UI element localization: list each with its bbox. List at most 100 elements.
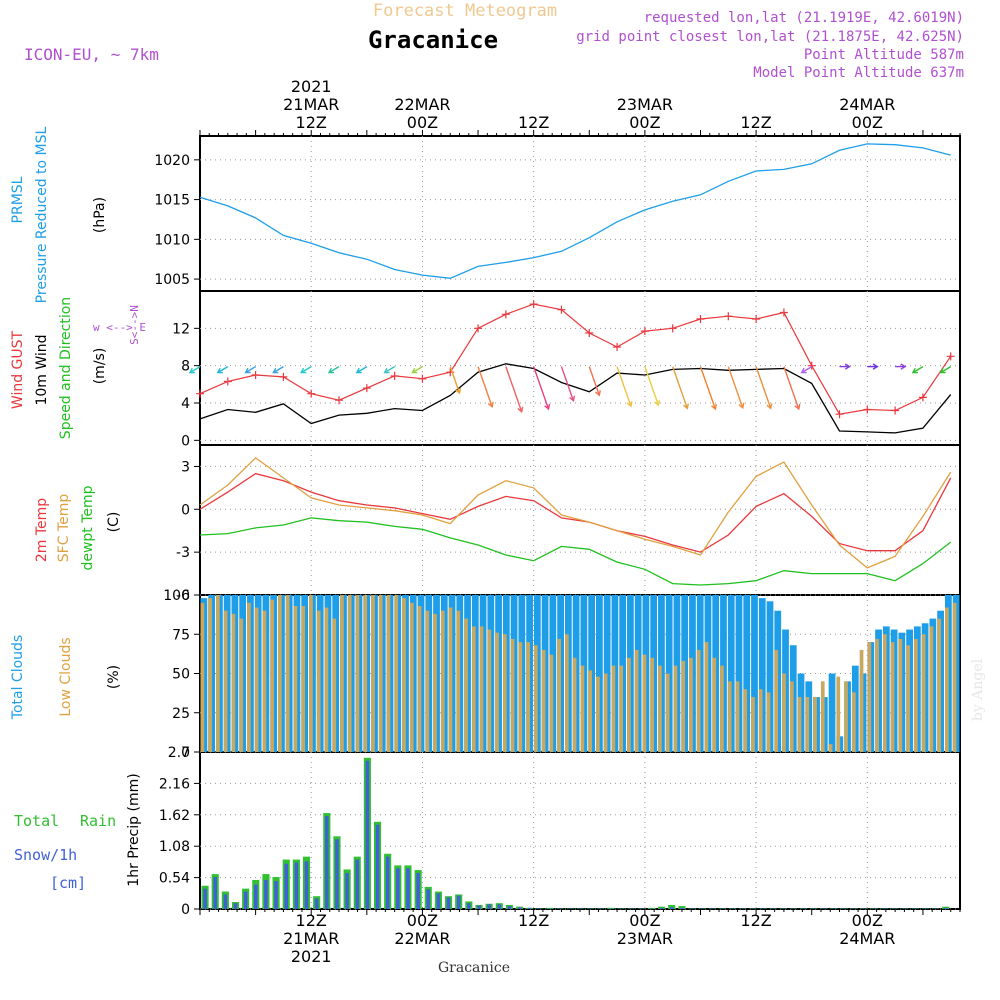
snow-bar: [325, 815, 329, 909]
compass-sn: S<-->N: [128, 305, 141, 345]
pressure-unit: (hPa): [92, 197, 108, 233]
panel-frame-4: [199, 751, 961, 910]
gust-marker: [279, 372, 288, 381]
low-cloud-bar: [727, 681, 732, 752]
gust-marker: [863, 405, 872, 414]
gust-marker: [307, 389, 316, 398]
snow-bar: [416, 872, 420, 909]
time-label-top: 00Z: [407, 113, 438, 132]
low-cloud-bar: [952, 602, 957, 752]
gust-marker: [390, 371, 399, 380]
low-clouds-label: Low Clouds: [58, 637, 74, 716]
ytick-label: 1015: [154, 193, 190, 209]
low-cloud-bar: [254, 607, 259, 752]
dewpt-line: [199, 517, 952, 586]
low-cloud-bar: [324, 607, 329, 752]
t2m-line: [199, 472, 952, 553]
gust-marker: [613, 343, 622, 351]
snow-bar: [771, 908, 775, 909]
snow-bar: [456, 895, 461, 909]
snow-bar: [700, 908, 704, 909]
snow-bar: [822, 908, 826, 909]
wind-arrow-head: [569, 395, 576, 402]
wind-arrow-head: [383, 367, 390, 374]
snow-bar: [294, 862, 299, 909]
tsfc-line: [199, 457, 952, 569]
gust-marker: [640, 327, 649, 336]
gust-marker: [501, 310, 510, 319]
snow-bar: [426, 889, 431, 909]
low-cloud-bar: [487, 629, 492, 752]
low-cloud-bar: [898, 638, 903, 752]
snow-unit-label: [cm]: [50, 874, 86, 892]
low-cloud-bar: [456, 610, 461, 752]
model-label: ICON-EU, ~ 7km: [24, 45, 159, 64]
snow-bar: [842, 908, 846, 909]
gust-marker: [918, 393, 927, 402]
footer-location: Gracanice: [438, 960, 510, 976]
low-cloud-bar: [533, 645, 538, 752]
ytick-label: -6: [176, 588, 190, 604]
wind-arrow: [328, 365, 340, 374]
snow-bar: [304, 861, 309, 909]
low-cloud-bar: [409, 602, 414, 752]
low-cloud-bar: [836, 676, 841, 752]
low-cloud-bar: [751, 697, 755, 752]
total-cloud-bar: [727, 595, 735, 752]
low-cloud-bar: [378, 595, 383, 752]
low-cloud-bar: [301, 605, 306, 752]
snow-bar: [629, 908, 633, 909]
snow-bar: [497, 904, 502, 909]
low-cloud-bar: [278, 595, 282, 752]
low-cloud-bar: [712, 657, 717, 752]
low-cloud-bar: [316, 610, 321, 752]
low-cloud-bar: [440, 610, 445, 752]
low-cloud-bar: [502, 634, 507, 752]
ytick-label: 0: [181, 902, 190, 918]
low-cloud-bar: [355, 595, 360, 752]
low-cloud-bar: [944, 607, 949, 752]
low-cloud-bar: [890, 642, 895, 752]
wind-arrow: [477, 366, 493, 407]
gust-marker: [251, 371, 260, 379]
location-title: Gracanice: [368, 26, 498, 54]
low-cloud-bar: [937, 618, 941, 752]
low-cloud-bar: [689, 657, 693, 752]
time-label-top: 23MAR: [617, 95, 673, 114]
time-label-bottom: 12Z: [296, 911, 327, 930]
ytick-label: 2.16: [159, 776, 190, 792]
gust-marker: [752, 315, 761, 323]
temp-labels: 2m Temp SFC Temp dewpt Temp (C): [34, 485, 122, 570]
time-label-bottom: 00Z: [407, 911, 438, 930]
snow-bar: [264, 879, 268, 909]
snow-bar: [690, 908, 694, 909]
low-cloud-bar: [634, 649, 639, 752]
snow-bar: [862, 908, 867, 909]
low-cloud-bar: [650, 657, 655, 752]
wind-arrow: [727, 366, 744, 409]
gust-marker: [807, 361, 816, 370]
total-cloud-bar: [766, 601, 774, 752]
snow-bar: [781, 908, 786, 909]
wind-arrow-head: [327, 367, 335, 374]
snow-bar: [487, 904, 491, 909]
low-cloud-bar: [851, 692, 856, 752]
low-cloud-bar: [735, 681, 740, 752]
low-cloud-bar: [557, 638, 561, 752]
ytick-label: 0: [181, 433, 190, 449]
low-cloud-bar: [696, 649, 701, 752]
rain-label: Rain: [80, 812, 116, 830]
pressure-label-1: PRMSL: [10, 176, 26, 223]
snow-bar: [740, 908, 745, 909]
low-cloud-bar: [495, 632, 499, 752]
wind-arrow: [783, 366, 800, 410]
wind-arrow: [672, 366, 688, 409]
ytick-label: 1.62: [159, 808, 190, 824]
wind-arrow: [912, 365, 924, 374]
time-label-top: 24MAR: [839, 95, 895, 114]
total-label: Total: [14, 812, 59, 830]
snow-bar: [274, 881, 278, 909]
time-label-top: 2021: [291, 77, 332, 96]
requested-coords: requested lon,lat (21.1919E, 42.6019N): [644, 10, 964, 26]
wind-arrow-head: [654, 400, 661, 407]
